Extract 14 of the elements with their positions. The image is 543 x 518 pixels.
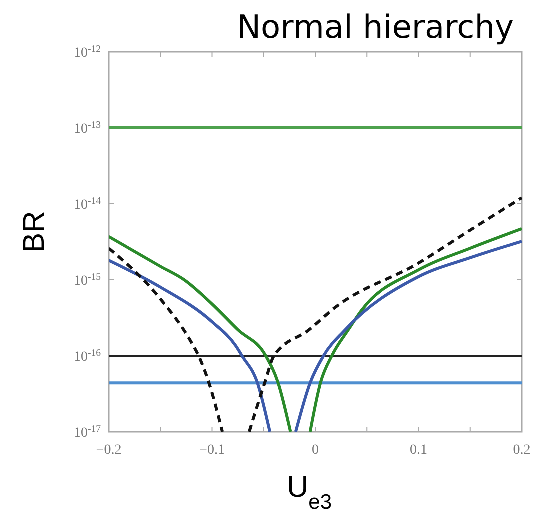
y-tick-label: 10$^{-12}$ [74,44,102,61]
y-tick-label: 10$^{-15}$ [74,272,102,289]
y-tick-label: 10$^{-14}$ [74,196,102,213]
y-tick-label: 10$^{-17}$ [74,424,102,441]
y-axis-title: BR [18,211,51,253]
x-tick-label: 0.1 [410,443,428,458]
x-tick-label: 0.2 [513,443,531,458]
y-tick-label: 10$^{-13}$ [74,120,102,137]
x-tick-label: −0.2 [96,443,122,458]
x-tick-label: −0.1 [200,443,225,458]
x-axis-title: U$_{e3}$ [286,471,332,514]
y-tick-label: 10$^{-16}$ [74,348,102,365]
chart-title: Normal hierarchy [237,8,514,46]
x-tick-label: 0 [312,443,319,458]
